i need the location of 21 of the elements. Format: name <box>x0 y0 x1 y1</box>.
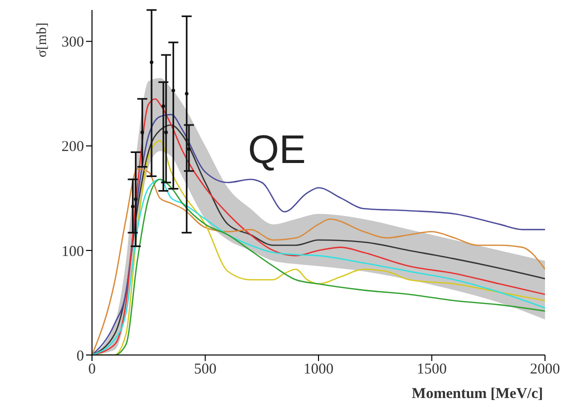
y-axis-title: σ[mb] <box>34 22 50 58</box>
point <box>164 130 168 134</box>
point <box>162 104 166 108</box>
point <box>134 197 138 202</box>
point <box>187 147 191 151</box>
x-tick-label: 500 <box>194 362 216 378</box>
x-axis-title: Momentum [MeV/c] <box>412 386 543 402</box>
point <box>172 88 176 92</box>
point <box>130 204 135 208</box>
x-tick-label: 0 <box>88 362 96 378</box>
y-tick-label: 100 <box>62 244 84 260</box>
point <box>184 92 188 96</box>
point <box>140 130 144 134</box>
y-tick-label: 200 <box>62 139 84 156</box>
point <box>150 60 154 64</box>
annotation: QE <box>248 128 306 172</box>
x-tick-label: 1000 <box>304 362 334 378</box>
y-tick-label: 300 <box>62 34 84 51</box>
x-tick-label: 1500 <box>416 362 447 378</box>
x-tick-label: 2000 <box>530 362 560 378</box>
y-tick-label: 0 <box>76 348 84 364</box>
